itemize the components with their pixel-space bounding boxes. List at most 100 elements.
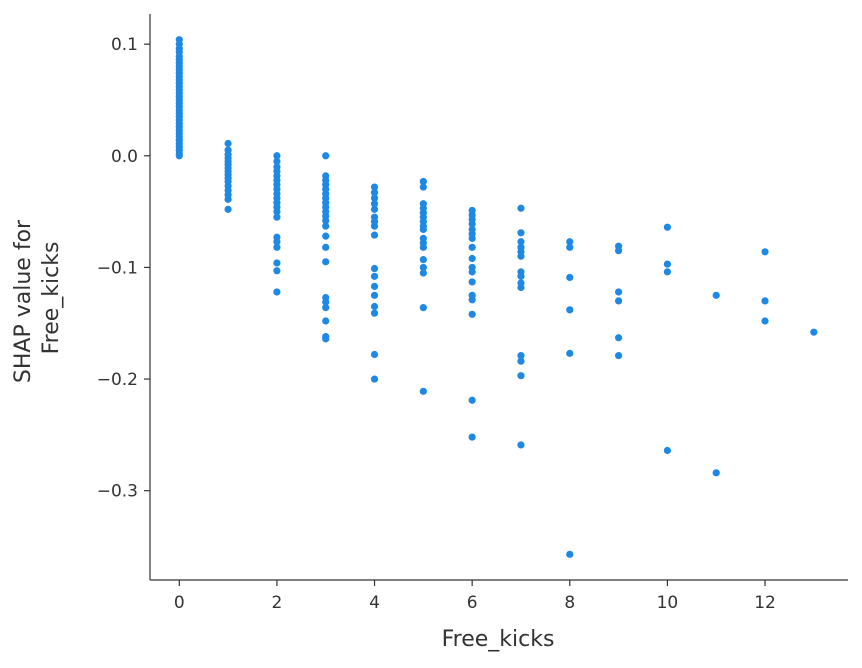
data-point	[419, 183, 427, 191]
x-tick-label: 0	[174, 593, 185, 613]
data-point	[517, 204, 525, 212]
data-point	[322, 216, 330, 225]
data-point	[273, 157, 281, 165]
data-point	[614, 297, 623, 305]
data-point	[419, 256, 427, 264]
data-point	[810, 328, 818, 336]
data-point	[175, 152, 183, 160]
data-point	[370, 350, 379, 359]
y-tick-label: 0.1	[111, 35, 138, 55]
data-point	[468, 254, 476, 263]
data-point	[566, 550, 574, 558]
data-point	[370, 302, 379, 311]
data-point	[322, 317, 330, 325]
data-point	[517, 229, 525, 237]
y-axis-title-line-1: SHAP value for	[11, 219, 36, 383]
data-point	[322, 335, 330, 343]
x-ticks: 0 2 4 6 8 10 12	[174, 580, 776, 613]
data-point	[322, 222, 330, 230]
data-point	[370, 222, 379, 230]
data-point	[517, 357, 525, 365]
data-point	[468, 268, 476, 276]
data-point	[370, 189, 379, 197]
y-axis-title: SHAP value for Free_kicks	[11, 213, 64, 383]
data-point	[419, 387, 427, 395]
data-point	[663, 223, 672, 231]
x-tick-label: 8	[564, 593, 575, 613]
data-point	[761, 317, 769, 325]
x-tick-label: 12	[754, 593, 776, 613]
data-point	[224, 139, 232, 148]
data-point	[419, 263, 427, 272]
y-tick-label: 0.0	[111, 147, 138, 167]
data-point	[663, 446, 672, 455]
data-point	[566, 238, 574, 246]
data-point	[370, 309, 379, 317]
data-point	[663, 268, 672, 276]
data-point	[419, 177, 427, 186]
data-point	[517, 283, 525, 292]
data-point	[370, 272, 379, 280]
data-point	[273, 152, 281, 160]
data-point	[419, 304, 427, 312]
data-point	[517, 372, 525, 380]
data-point	[468, 310, 476, 318]
data-point	[370, 282, 379, 290]
data-point	[370, 205, 379, 213]
data-point	[322, 232, 330, 240]
data-point	[419, 243, 427, 251]
data-point	[273, 259, 281, 267]
data-point	[224, 195, 232, 203]
data-point	[468, 396, 476, 404]
data-point	[663, 260, 672, 268]
data-point	[370, 183, 379, 191]
data-point	[468, 433, 476, 441]
data-point	[273, 238, 281, 246]
data-point	[224, 205, 232, 213]
data-point	[566, 349, 574, 357]
data-point	[322, 152, 330, 160]
data-point	[273, 213, 281, 221]
data-point	[370, 194, 379, 202]
data-point	[614, 288, 623, 296]
x-tick-label: 6	[467, 593, 478, 613]
data-point	[517, 352, 525, 360]
data-point	[273, 243, 281, 251]
data-point	[712, 469, 720, 477]
data-point	[468, 243, 476, 251]
data-point	[322, 258, 330, 266]
y-tick-label: −0.1	[97, 258, 138, 278]
data-point	[322, 304, 330, 312]
y-ticks: 0.1 0.0 −0.1 −0.2 −0.3	[97, 35, 150, 502]
data-point	[517, 272, 525, 280]
data-point	[273, 208, 281, 216]
data-point	[370, 375, 379, 383]
data-point	[322, 243, 330, 251]
data-point	[712, 291, 720, 299]
data-point	[566, 243, 574, 251]
x-tick-label: 2	[271, 593, 282, 613]
data-point	[614, 334, 623, 342]
y-tick-label: −0.3	[97, 482, 138, 502]
data-point	[468, 220, 476, 228]
points-layer	[175, 36, 818, 558]
data-point	[370, 264, 379, 273]
data-point	[468, 278, 476, 286]
x-tick-label: 10	[657, 593, 679, 613]
x-tick-label: 4	[369, 593, 380, 613]
data-point	[517, 252, 525, 260]
data-point	[517, 441, 525, 449]
data-point	[468, 234, 476, 242]
axes-layer	[149, 14, 848, 581]
data-point	[566, 273, 574, 282]
y-tick-label: −0.2	[97, 370, 138, 390]
data-point	[370, 231, 379, 239]
data-point	[322, 298, 330, 306]
data-point	[370, 291, 379, 299]
data-point	[761, 248, 769, 256]
y-axis-title-line-2: Free_kicks	[39, 242, 64, 355]
data-point	[419, 225, 427, 234]
data-point	[614, 247, 623, 255]
